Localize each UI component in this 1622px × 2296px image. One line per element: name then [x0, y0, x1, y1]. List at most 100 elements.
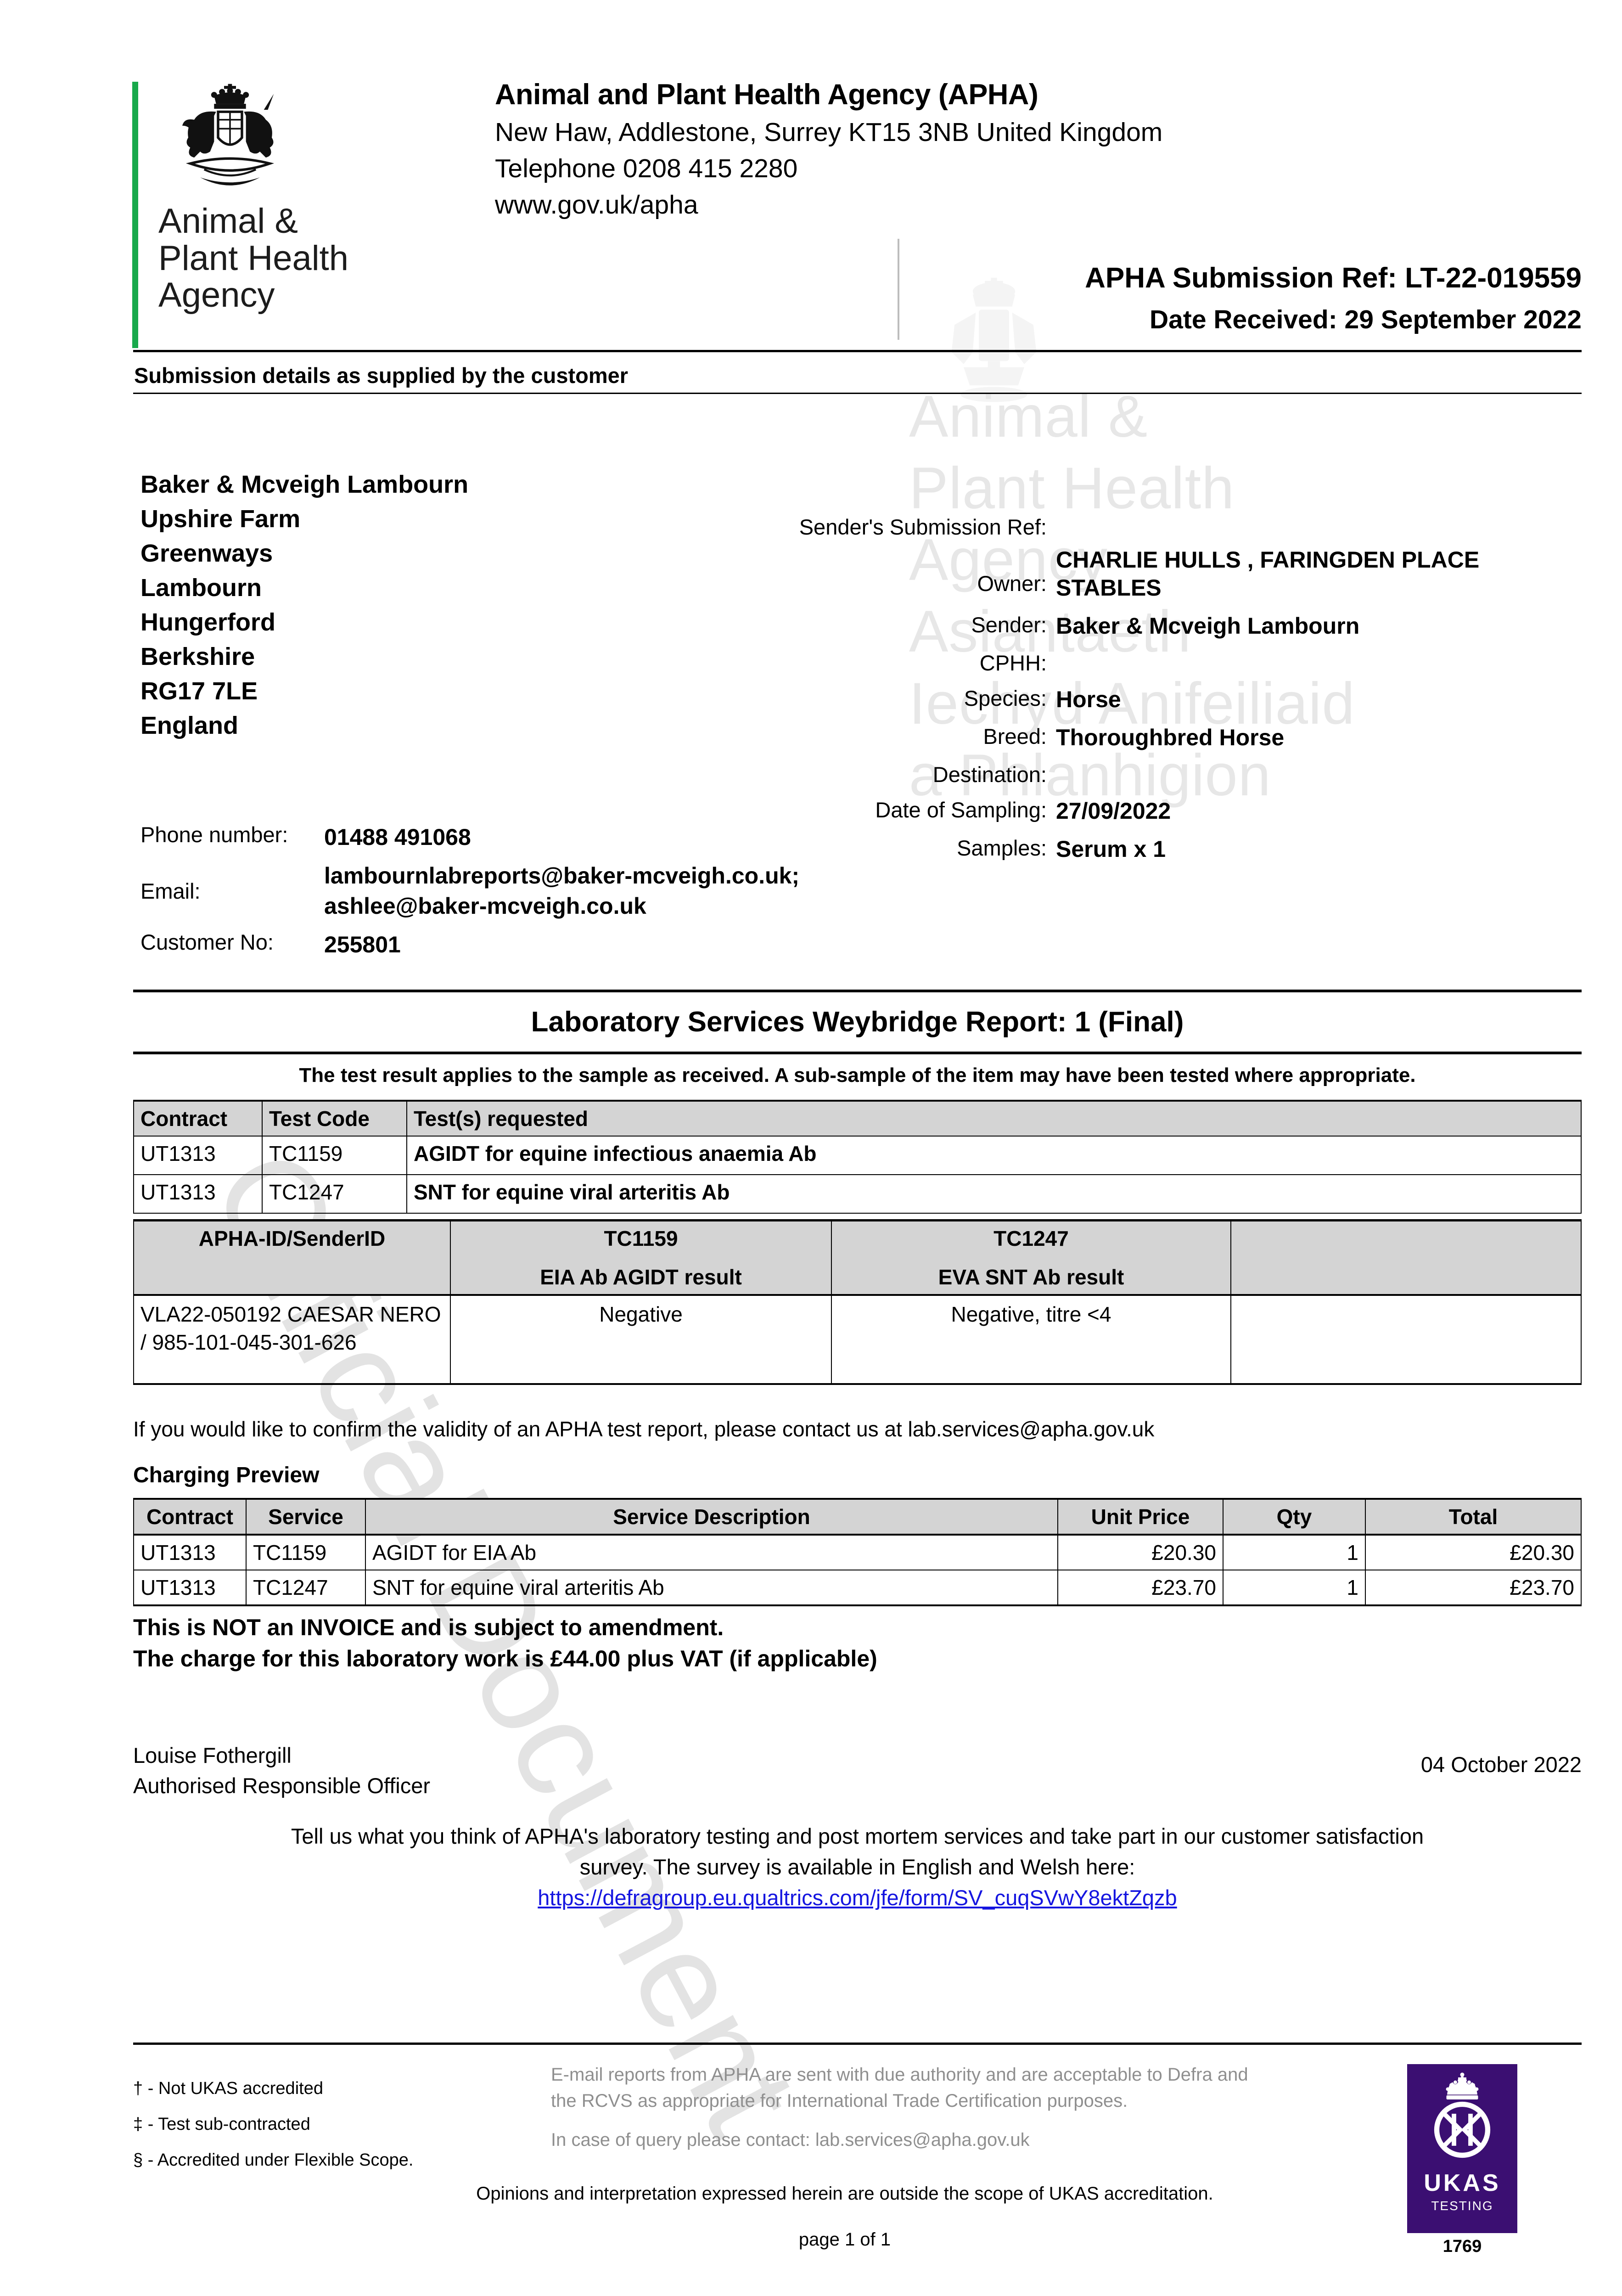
meta-row-sender: Sender: Baker & Mcveigh Lambourn: [780, 612, 1561, 640]
email-row: Email: lambournlabreports@baker-mcveigh.…: [140, 861, 829, 921]
note-flexible-scope: § - Accredited under Flexible Scope.: [133, 2150, 414, 2170]
senders-ref-label: Sender's Submission Ref:: [799, 515, 1047, 539]
note-test-subcontracted: ‡ - Test sub-contracted: [133, 2114, 310, 2134]
meta-row-owner: Owner: CHARLIE HULLS , FARINGDEN PLACE S…: [780, 546, 1561, 602]
footer-note-gap: [551, 2114, 1267, 2127]
th-charge-qty: Qty: [1223, 1498, 1366, 1536]
not-invoice-line-2: The charge for this laboratory work is £…: [133, 1646, 877, 1671]
breed-label: Breed:: [983, 724, 1047, 748]
th-tc1159-sub: EIA Ab AGIDT result: [540, 1265, 742, 1289]
apha-logo: Animal & Plant Health Agency: [132, 82, 348, 348]
results-table: APHA-ID/SenderID TC1159 EIA Ab AGIDT res…: [133, 1219, 1582, 1385]
royal-crest-watermark-icon: [951, 277, 1037, 402]
organisation-address: New Haw, Addlestone, Surrey KT15 3NB Uni…: [495, 118, 1163, 147]
address-line: England: [140, 712, 238, 740]
address-line: Lambourn: [140, 574, 262, 602]
cell-charge-qty: 1: [1223, 1534, 1366, 1570]
date-received: Date Received: 29 September 2022: [1149, 305, 1582, 334]
phone-value: 01488 491068: [324, 824, 471, 850]
th-charge-unit-price: Unit Price: [1057, 1498, 1224, 1536]
sender-label: Sender:: [971, 613, 1047, 637]
th-charge-description: Service Description: [365, 1498, 1058, 1536]
cell-test-name: SNT for equine viral arteritis Ab: [406, 1174, 1582, 1214]
customer-address: Baker & Mcveigh Lambourn Upshire Farm Gr…: [140, 467, 468, 743]
species-label: Species:: [964, 686, 1047, 710]
samples-value: Serum x 1: [1056, 836, 1166, 862]
cell-eva-result: Negative, titre <4: [831, 1294, 1231, 1385]
ukas-logo: UKAS TESTING 1769: [1407, 2064, 1517, 2257]
cell-test-code: TC1159: [262, 1136, 407, 1175]
sample-note: The test result applies to the sample as…: [299, 1064, 1416, 1086]
table-row: VLA22-050192 CAESAR NERO / 985-101-045-3…: [133, 1294, 1582, 1385]
cell-charge-unit-price: £23.70: [1057, 1570, 1224, 1606]
th-results-spare: [1230, 1219, 1582, 1296]
email-label: Email:: [140, 878, 201, 903]
owner-value: CHARLIE HULLS , FARINGDEN PLACE STABLES: [1056, 547, 1480, 601]
table-row: UT1313 TC1159 AGIDT for EIA Ab £20.30 1 …: [133, 1534, 1582, 1570]
organisation-name: Animal and Plant Health Agency (APHA): [495, 79, 1038, 111]
signatory-block: Louise Fothergill Authorised Responsible…: [133, 1740, 430, 1801]
table-row: UT1313 TC1247 SNT for equine viral arter…: [133, 1174, 1582, 1214]
samples-label: Samples:: [957, 836, 1047, 860]
address-line: Baker & Mcveigh Lambourn: [140, 471, 469, 498]
th-apha-id: APHA-ID/SenderID: [133, 1219, 451, 1296]
address-line: Berkshire: [140, 643, 255, 671]
ukas-logo-box: UKAS TESTING: [1407, 2064, 1517, 2233]
meta-row-date-sampling: Date of Sampling: 27/09/2022: [780, 797, 1561, 825]
species-value: Horse: [1056, 687, 1121, 712]
meta-row-samples: Samples: Serum x 1: [780, 835, 1561, 863]
ukas-sublabel: TESTING: [1431, 2199, 1493, 2213]
not-invoice-note: This is NOT an INVOICE and is subject to…: [133, 1612, 877, 1674]
meta-row-breed: Breed: Thoroughbred Horse: [780, 724, 1561, 752]
table-row: UT1313 TC1159 AGIDT for equine infectiou…: [133, 1136, 1582, 1175]
table-header-row: APHA-ID/SenderID TC1159 EIA Ab AGIDT res…: [133, 1219, 1582, 1296]
th-charge-contract: Contract: [133, 1498, 247, 1536]
not-invoice-line-1: This is NOT an INVOICE and is subject to…: [133, 1615, 724, 1640]
organisation-telephone: Telephone 0208 415 2280: [495, 154, 798, 183]
charging-preview-table: Contract Service Service Description Uni…: [133, 1498, 1582, 1606]
cphh-label: CPHH:: [979, 651, 1047, 675]
submission-ref-block: APHA Submission Ref: LT-22-019559 Date R…: [1085, 262, 1582, 335]
ukas-crown-symbol-icon: [1434, 2072, 1491, 2158]
accreditation-notes: † - Not UKAS accredited ‡ - Test sub-con…: [133, 2071, 413, 2178]
breed-value: Thoroughbred Horse: [1056, 725, 1285, 750]
th-tc1159: TC1159 EIA Ab AGIDT result: [450, 1219, 832, 1296]
survey-link[interactable]: https://defragroup.eu.qualtrics.com/jfe/…: [538, 1885, 1177, 1910]
cell-apha-id: VLA22-050192 CAESAR NERO / 985-101-045-3…: [133, 1294, 451, 1385]
report-rule-top: [133, 990, 1582, 992]
apha-logo-wordmark: Animal & Plant Health Agency: [158, 202, 349, 315]
footer-email-notes: E-mail reports from APHA are sent with d…: [551, 2062, 1267, 2153]
date-sampling-label: Date of Sampling:: [875, 798, 1047, 822]
cell-contract: UT1313: [133, 1174, 263, 1214]
cell-charge-contract: UT1313: [133, 1570, 247, 1606]
cell-eia-result: Negative: [450, 1294, 832, 1385]
submission-ref: APHA Submission Ref: LT-22-019559: [1085, 262, 1582, 294]
signatory-name: Louise Fothergill: [133, 1743, 292, 1767]
signature-date: 04 October 2022: [1420, 1752, 1582, 1777]
signatory-role: Authorised Responsible Officer: [133, 1773, 431, 1798]
th-test-code: Test Code: [262, 1100, 407, 1137]
organisation-website: www.gov.uk/apha: [495, 190, 698, 219]
owner-label: Owner:: [977, 571, 1047, 596]
meta-row-species: Species: Horse: [780, 686, 1561, 714]
th-tc1159-code: TC1159: [604, 1227, 678, 1250]
destination-label: Destination:: [932, 762, 1047, 787]
submission-meta: Sender's Submission Ref: Owner: CHARLIE …: [780, 514, 1561, 870]
survey-line-1: Tell us what you think of APHA's laborat…: [291, 1824, 1424, 1848]
customer-no-value: 255801: [324, 932, 401, 957]
email-value-secondary: ashlee@baker-mcveigh.co.uk: [324, 893, 646, 919]
meta-row-cphh: CPHH:: [780, 650, 1561, 675]
date-sampling-value: 27/09/2022: [1056, 798, 1171, 824]
table-header-row: Contract Service Service Description Uni…: [133, 1498, 1582, 1536]
phone-label: Phone number:: [140, 822, 288, 847]
cell-charge-service: TC1159: [246, 1534, 366, 1570]
survey-block: Tell us what you think of APHA's laborat…: [133, 1821, 1582, 1913]
ukas-accreditation-number: 1769: [1442, 2237, 1482, 2256]
validity-note: If you would like to confirm the validit…: [133, 1417, 1155, 1441]
th-charge-total: Total: [1365, 1498, 1582, 1536]
cell-test-code: TC1247: [262, 1174, 407, 1214]
cell-charge-total: £23.70: [1365, 1570, 1582, 1606]
meta-row-senders-ref: Sender's Submission Ref:: [780, 514, 1561, 540]
customer-no-label: Customer No:: [140, 930, 274, 954]
footer-email-note-2: In case of query please contact: lab.ser…: [551, 2129, 1030, 2150]
